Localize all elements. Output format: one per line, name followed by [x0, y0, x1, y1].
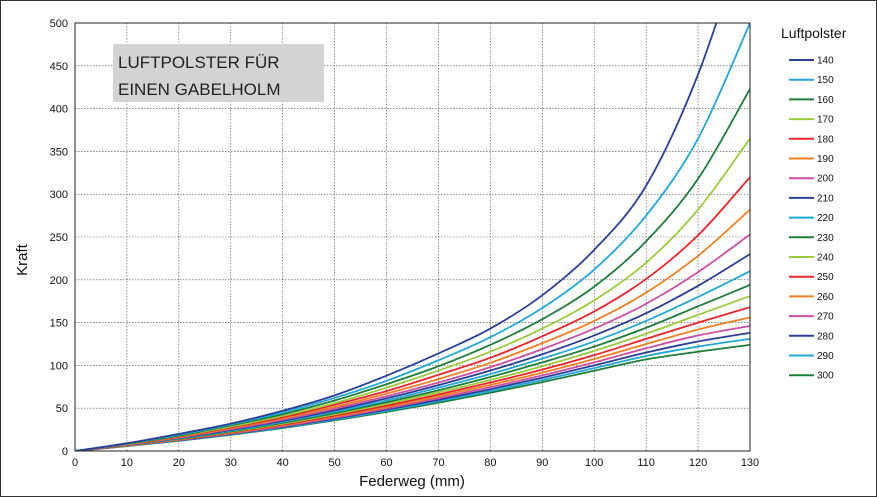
- grid: [75, 23, 750, 451]
- legend-label-260: 260: [817, 292, 834, 303]
- y-tick-label: 450: [50, 61, 68, 73]
- x-tick-label: 100: [585, 457, 603, 469]
- series-layer: [75, 23, 750, 451]
- x-tick-label: 0: [72, 457, 78, 469]
- x-tick-label: 20: [173, 457, 185, 469]
- y-axis-title: Kraft: [14, 243, 31, 276]
- y-tick-label: 250: [50, 232, 68, 244]
- y-tick-label: 400: [50, 104, 68, 116]
- legend-label-220: 220: [817, 213, 834, 224]
- series-line-140: [75, 23, 718, 451]
- legend-label-190: 190: [817, 154, 834, 165]
- annotation-box: LUFTPOLSTER FÜR EINEN GABELHOLM: [113, 44, 324, 102]
- y-tick-label: 100: [50, 360, 68, 372]
- x-tick-label: 80: [484, 457, 496, 469]
- legend-label-300: 300: [817, 371, 834, 382]
- legend-label-170: 170: [817, 115, 834, 126]
- y-tick-label: 500: [50, 18, 68, 30]
- y-tick-label: 150: [50, 318, 68, 330]
- y-tick-label: 0: [62, 446, 68, 458]
- legend: Luftpolster 140 150 160 170 180 190 200 210 220 2…: [781, 25, 847, 382]
- x-tick-label: 120: [689, 457, 707, 469]
- x-tick-label: 10: [121, 457, 133, 469]
- legend-label-150: 150: [817, 75, 834, 86]
- annotation-line-2: EINEN GABELHOLM: [118, 80, 281, 99]
- annotation-background: [113, 44, 324, 102]
- x-tick-label: 130: [741, 457, 759, 469]
- legend-label-210: 210: [817, 193, 834, 204]
- legend-title: Luftpolster: [781, 25, 847, 41]
- legend-label-290: 290: [817, 351, 834, 362]
- annotation-line-1: LUFTPOLSTER FÜR: [118, 53, 280, 72]
- x-axis-title: Federweg (mm): [359, 473, 465, 490]
- x-tick-label: 110: [637, 457, 655, 469]
- tick-labels: 0 10 20 30 40 50 60 70 80 90 100 110 120 130 0 50 100 150…: [50, 18, 760, 469]
- legend-label-270: 270: [817, 312, 834, 323]
- x-tick-label: 70: [432, 457, 444, 469]
- x-tick-label: 30: [225, 457, 237, 469]
- legend-label-250: 250: [817, 272, 834, 283]
- legend-label-200: 200: [817, 174, 834, 185]
- legend-label-280: 280: [817, 331, 834, 342]
- x-tick-label: 90: [536, 457, 548, 469]
- legend-label-160: 160: [817, 95, 834, 106]
- legend-label-180: 180: [817, 134, 834, 145]
- legend-label-230: 230: [817, 233, 834, 244]
- x-tick-label: 60: [380, 457, 392, 469]
- y-tick-label: 300: [50, 189, 68, 201]
- y-tick-label: 50: [56, 403, 68, 415]
- x-tick-label: 40: [277, 457, 289, 469]
- plot-border: [74, 22, 751, 452]
- y-tick-label: 200: [50, 275, 68, 287]
- y-tick-label: 350: [50, 146, 68, 158]
- x-tick-label: 50: [328, 457, 340, 469]
- legend-label-240: 240: [817, 253, 834, 264]
- legend-label-140: 140: [817, 56, 834, 67]
